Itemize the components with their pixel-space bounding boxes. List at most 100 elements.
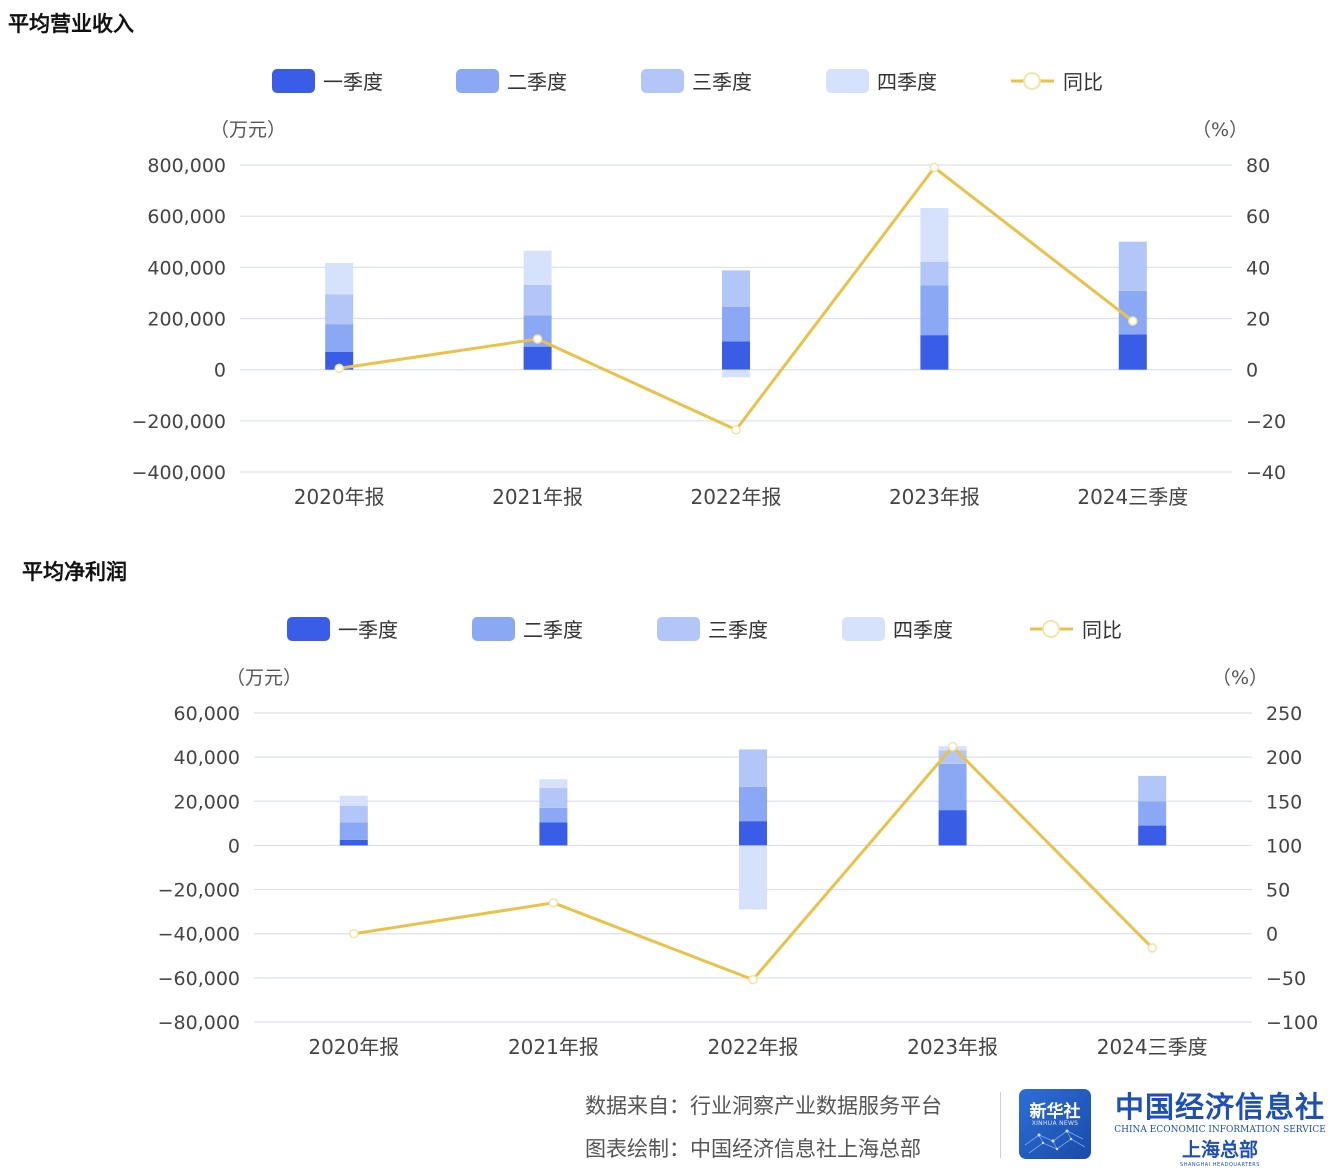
- yoy-point-4: [947, 741, 958, 752]
- bar-1-4: [920, 335, 949, 370]
- legend-label-1: 一季度: [338, 618, 398, 642]
- left-tick-label: 40,000: [174, 747, 240, 769]
- bar-2-4: [920, 285, 949, 336]
- x-tick-label: 2021年报: [492, 485, 583, 509]
- left-tick-label: −200,000: [132, 411, 227, 433]
- data-source-text: 数据来自：行业洞察产业数据服务平台: [585, 1094, 942, 1118]
- bar-4-2: [539, 779, 568, 789]
- bar-2-1: [339, 822, 368, 840]
- network-graphic-icon: [1024, 1129, 1086, 1154]
- right-tick-label: −40: [1246, 462, 1286, 484]
- legend-label-4: 四季度: [877, 70, 937, 94]
- bar-4-3: [722, 369, 750, 378]
- legend-line-marker: [1023, 72, 1041, 90]
- legend-swatch-3: [641, 69, 684, 93]
- xinhua-logo-cn: 新华社: [1029, 1102, 1081, 1122]
- bar-4-1: [325, 262, 354, 295]
- x-tick-label: 2022年报: [708, 1035, 799, 1059]
- bar-3-2: [539, 788, 568, 808]
- x-tick-label: 2020年报: [294, 485, 385, 509]
- yoy-point-4: [929, 162, 940, 173]
- yoy-point-5: [1128, 316, 1138, 326]
- right-tick-label: 80: [1246, 155, 1270, 177]
- bar-1-3: [739, 821, 767, 846]
- left-tick-label: 0: [214, 360, 226, 382]
- bar-2-3: [722, 306, 750, 342]
- legend-label-3: 三季度: [692, 70, 752, 94]
- bar-3-3: [722, 270, 750, 307]
- chart-2-title: 平均净利润: [22, 560, 127, 584]
- right-tick-label: 100: [1266, 835, 1302, 857]
- legend-label-1: 一季度: [323, 70, 383, 94]
- legend-swatch-4: [842, 617, 885, 641]
- bar-2-4: [938, 763, 967, 811]
- right-tick-label: −20: [1246, 411, 1286, 433]
- right-tick-label: 50: [1266, 880, 1290, 902]
- bar-3-1: [325, 294, 354, 325]
- xinhua-logo: 新华社 XINHUA NEWS: [1019, 1089, 1091, 1159]
- x-tick-label: 2024三季度: [1097, 1035, 1208, 1059]
- legend-swatch-1: [272, 69, 315, 93]
- right-axis-unit: （%）: [1192, 119, 1248, 141]
- x-tick-label: 2023年报: [889, 485, 980, 509]
- left-tick-label: −400,000: [132, 462, 227, 484]
- cei-logo-cn: 中国经济信息社: [1114, 1090, 1325, 1124]
- yoy-point-3: [731, 425, 741, 435]
- bar-3-3: [739, 749, 767, 787]
- bar-4-1: [339, 795, 368, 806]
- right-tick-label: 0: [1266, 924, 1278, 946]
- yoy-point-1: [349, 928, 359, 939]
- bar-4-2: [523, 250, 552, 285]
- yoy-point-1: [334, 363, 344, 374]
- cei-logo-en: CHINA ECONOMIC INFORMATION SERVICE: [1114, 1125, 1326, 1135]
- left-tick-label: −40,000: [158, 924, 240, 946]
- right-tick-label: −50: [1266, 968, 1306, 990]
- legend-label-line: 同比: [1082, 618, 1122, 642]
- bar-1-2: [523, 346, 552, 370]
- footer-divider: [1000, 1092, 1001, 1158]
- left-tick-label: −80,000: [158, 1012, 240, 1034]
- bar-1-1: [325, 351, 354, 370]
- right-tick-label: −100: [1266, 1012, 1318, 1034]
- bar-2-1: [325, 324, 354, 352]
- right-tick-label: 40: [1246, 257, 1270, 279]
- left-tick-label: 600,000: [147, 206, 226, 228]
- bar-4-4: [920, 207, 949, 262]
- cei-logo-sub-en: SHANGHAI HEADQUARTERS: [1180, 1162, 1260, 1168]
- legend-swatch-4: [826, 69, 869, 93]
- legend-label-line: 同比: [1063, 70, 1103, 94]
- bar-3-5: [1138, 775, 1167, 802]
- right-tick-label: 150: [1266, 791, 1302, 813]
- bar-3-1: [339, 805, 368, 823]
- bar-1-5: [1138, 825, 1167, 846]
- right-tick-label: 200: [1266, 747, 1302, 769]
- chart-author-text: 图表绘制：中国经济信息社上海总部: [585, 1137, 921, 1161]
- left-axis-unit: （万元）: [226, 667, 302, 689]
- left-tick-label: −60,000: [158, 968, 240, 990]
- x-tick-label: 2024三季度: [1077, 485, 1188, 509]
- revenue-chart: 一季度 二季度 三季度 四季度 同比 （万元） （%） −400,000 −40 −200,000…: [132, 69, 1286, 509]
- yoy-point-2: [532, 334, 543, 344]
- left-tick-label: 200,000: [147, 309, 226, 331]
- bar-1-2: [539, 822, 568, 846]
- bar-3-2: [523, 284, 552, 316]
- legend-swatch-2: [472, 617, 515, 641]
- bar-1-4: [938, 810, 967, 846]
- left-tick-label: −20,000: [158, 880, 240, 902]
- x-tick-label: 2023年报: [907, 1035, 998, 1059]
- bar-2-3: [739, 786, 767, 822]
- right-axis-unit: （%）: [1212, 667, 1268, 689]
- bar-2-2: [539, 807, 568, 823]
- right-tick-label: 0: [1246, 360, 1258, 382]
- legend-label-4: 四季度: [893, 618, 953, 642]
- x-tick-label: 2022年报: [691, 485, 782, 509]
- left-tick-label: 20,000: [174, 791, 240, 813]
- bar-3-5: [1118, 241, 1147, 291]
- cei-logo: 中国经济信息社 CHINA ECONOMIC INFORMATION SERVI…: [1104, 1084, 1336, 1168]
- right-tick-label: 60: [1246, 206, 1270, 228]
- x-tick-label: 2020年报: [308, 1035, 399, 1059]
- left-axis-unit: （万元）: [210, 119, 286, 141]
- yoy-point-3: [748, 974, 758, 985]
- left-tick-label: 400,000: [147, 257, 226, 279]
- legend-swatch-1: [287, 617, 330, 641]
